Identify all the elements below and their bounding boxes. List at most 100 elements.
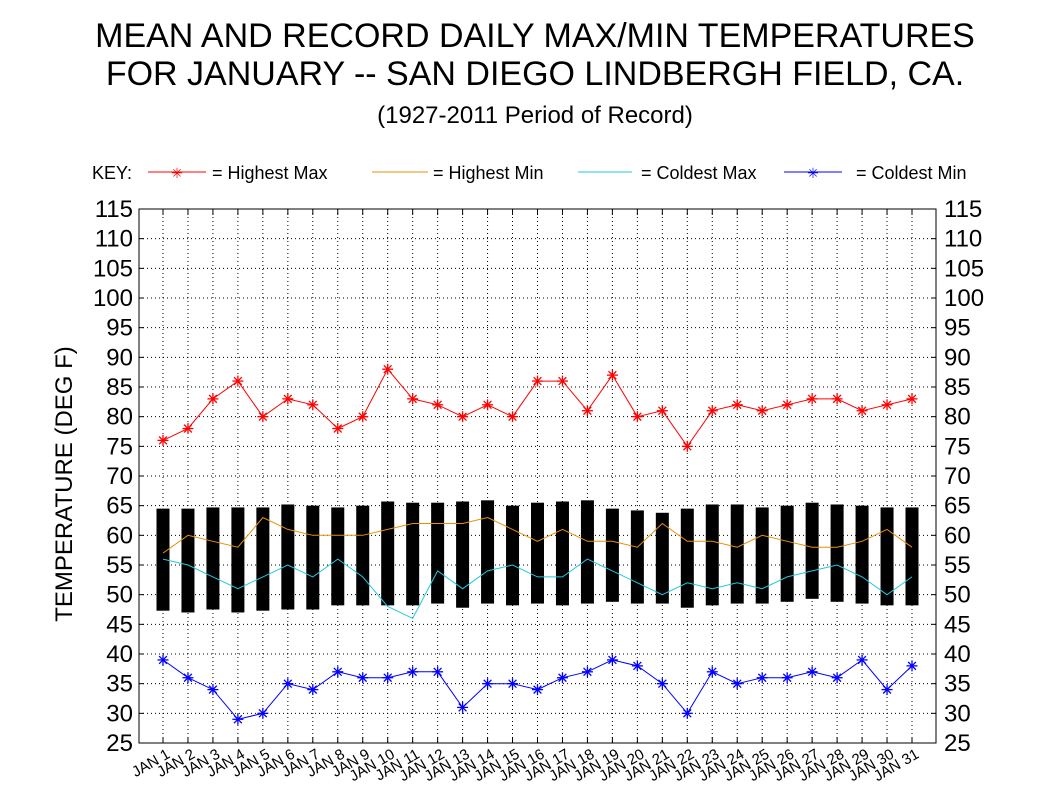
y-tick-label-right: 55 <box>944 552 971 579</box>
point-highest_max <box>556 375 568 387</box>
mean-range-bar <box>555 501 569 606</box>
point-coldest_min <box>606 654 618 666</box>
mean-range-bar <box>181 508 195 613</box>
point-highest_max <box>157 434 169 446</box>
mean-range-bar <box>780 505 794 602</box>
point-coldest_min <box>806 666 818 678</box>
point-highest_max <box>856 405 868 417</box>
y-axis-label: TEMPERATURE (DEG F) <box>51 346 78 622</box>
legend-key-label: KEY: <box>92 163 132 183</box>
point-coldest_min <box>232 713 244 725</box>
mean-range-bar <box>431 502 445 604</box>
point-highest_max <box>906 393 918 405</box>
y-tick-label-right: 45 <box>944 611 971 638</box>
legend-highest-max-label: = Highest Max <box>212 163 328 183</box>
y-tick-label-right: 110 <box>944 226 982 253</box>
point-coldest_min <box>581 666 593 678</box>
mean-range-bar <box>830 504 844 602</box>
legend-coldest-max-label: = Coldest Max <box>641 163 757 183</box>
point-coldest_min <box>332 666 344 678</box>
point-coldest_min <box>457 701 469 713</box>
point-coldest_min <box>706 666 718 678</box>
point-coldest_min <box>407 666 419 678</box>
mean-range-bar <box>531 502 544 604</box>
point-highest_max <box>581 405 593 417</box>
point-coldest_min <box>906 660 918 672</box>
mean-range-bar <box>356 505 370 606</box>
y-tick-label-right: 70 <box>944 463 971 490</box>
y-tick-label-left: 40 <box>106 641 133 668</box>
point-coldest_min <box>432 666 444 678</box>
y-tick-label-left: 55 <box>106 552 133 579</box>
point-highest_max <box>182 423 194 435</box>
point-coldest_min <box>731 678 743 690</box>
point-coldest_min <box>282 678 294 690</box>
y-tick-label-left: 25 <box>106 730 133 757</box>
mean-range-bar <box>605 508 619 602</box>
legend-highest-min-label: = Highest Min <box>433 163 544 183</box>
mean-range-bar <box>705 504 719 606</box>
y-tick-label-left: 95 <box>106 315 133 342</box>
y-tick-label-left: 70 <box>106 463 133 490</box>
mean-range-bar <box>730 504 744 604</box>
point-coldest_min <box>532 684 543 696</box>
chart-title-line2: FOR JANUARY -- SAN DIEGO LINDBERGH FIELD… <box>105 55 965 93</box>
y-tick-label-right: 35 <box>944 671 971 698</box>
y-tick-label-right: 75 <box>944 433 971 460</box>
point-coldest_min <box>881 684 893 696</box>
point-highest_max <box>257 411 269 423</box>
bars <box>156 500 919 613</box>
mean-range-bar <box>506 505 520 606</box>
point-highest_max <box>656 405 668 417</box>
point-coldest_min <box>756 672 768 684</box>
point-coldest_min <box>357 672 369 684</box>
mean-range-bar <box>406 502 420 606</box>
y-tick-label-right: 90 <box>944 344 971 371</box>
point-highest_max <box>681 440 693 452</box>
mean-range-bar <box>655 512 669 604</box>
chart-subtitle: (1927-2011 Period of Record) <box>377 102 693 129</box>
y-tick-label-left: 45 <box>106 611 133 638</box>
point-highest_max <box>232 375 244 387</box>
point-highest_max <box>606 369 618 381</box>
y-tick-label-right: 115 <box>944 196 982 223</box>
point-highest_max <box>307 399 319 411</box>
mean-range-bar <box>630 510 644 604</box>
legend-highest-max-marker: ✳ <box>171 165 183 181</box>
point-coldest_min <box>556 672 568 684</box>
point-highest_max <box>806 393 818 405</box>
y-tick-label-left: 35 <box>106 671 133 698</box>
legend-coldest-min-label: = Coldest Min <box>856 163 967 183</box>
y-tick-label-left: 75 <box>106 433 133 460</box>
y-tick-label-left: 115 <box>95 196 133 223</box>
point-highest_max <box>781 399 793 411</box>
mean-range-bar <box>156 508 170 611</box>
mean-range-bar <box>580 500 594 604</box>
point-highest_max <box>756 405 768 417</box>
point-coldest_min <box>382 672 394 684</box>
y-tick-label-right: 30 <box>944 700 971 727</box>
point-highest_max <box>457 411 469 423</box>
y-tick-label-left: 100 <box>93 285 133 312</box>
y-tick-label-left: 60 <box>106 522 133 549</box>
y-tick-label-left: 85 <box>106 374 133 401</box>
mean-range-bar <box>331 507 345 606</box>
series-line-highest_min <box>162 516 913 554</box>
chart-title-line1: MEAN AND RECORD DAILY MAX/MIN TEMPERATUR… <box>95 17 975 55</box>
gridlines <box>139 209 936 743</box>
mean-range-bar <box>805 502 819 599</box>
y-tick-label-left: 65 <box>106 493 133 520</box>
point-highest_max <box>207 393 219 405</box>
point-coldest_min <box>482 678 494 690</box>
mean-range-bar <box>231 507 245 613</box>
mean-range-bar <box>381 501 395 606</box>
mean-range-bar <box>880 507 894 606</box>
y-tick-label-right: 40 <box>944 641 971 668</box>
point-highest_max <box>432 399 444 411</box>
y-tick-label-right: 100 <box>944 285 984 312</box>
point-coldest_min <box>631 660 643 672</box>
point-highest_max <box>332 423 344 435</box>
mean-range-bar <box>281 504 295 610</box>
y-tick-label-right: 50 <box>944 582 971 609</box>
mean-range-bar <box>456 501 470 608</box>
